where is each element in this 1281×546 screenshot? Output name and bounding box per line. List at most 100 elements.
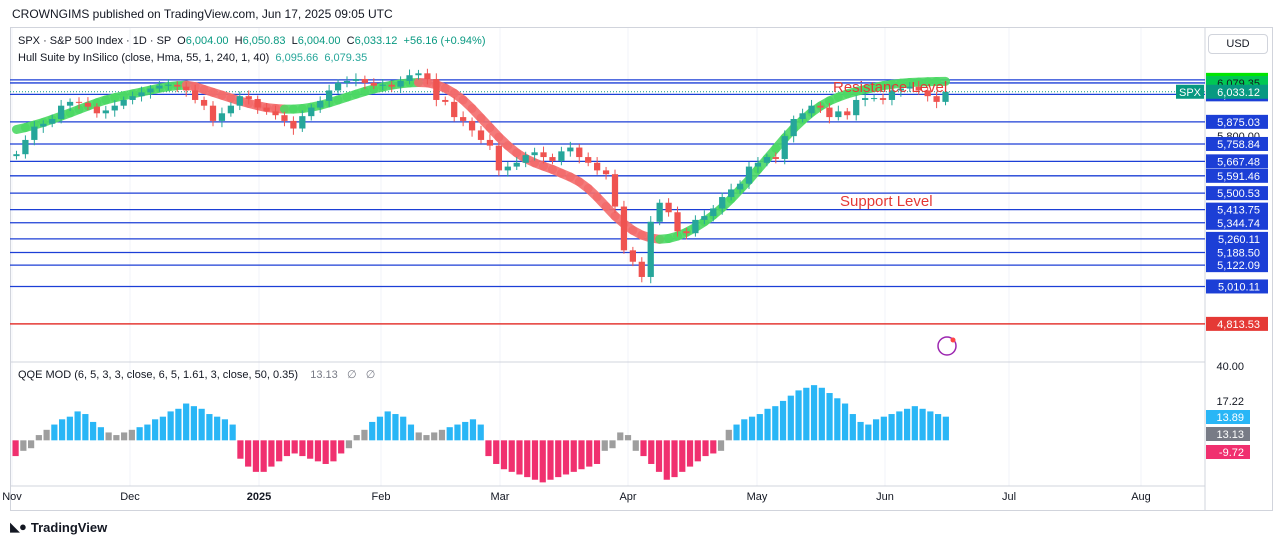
resistance-annotation: Resistance Level <box>833 79 947 96</box>
candle-body <box>254 99 261 108</box>
tradingview-logo: ◣● TradingView <box>10 519 107 535</box>
candle-body <box>558 151 565 161</box>
qqe-bar <box>431 432 438 441</box>
level-price-label: 5,260.11 <box>1218 234 1260 246</box>
candle-body <box>433 79 440 100</box>
qqe-bar <box>20 440 27 451</box>
qqe-bar <box>531 440 539 480</box>
candle-body <box>674 212 681 232</box>
candle-body <box>897 88 904 91</box>
qqe-bar <box>299 440 306 457</box>
candle-body <box>138 92 145 97</box>
qqe-bar <box>772 406 779 441</box>
qqe-bar <box>260 440 267 472</box>
qqe-bar <box>252 440 260 472</box>
qqe-bar <box>942 416 949 441</box>
qqe-bar <box>547 440 554 480</box>
qqe-bar <box>144 424 151 441</box>
high-value: 6,050.83 <box>242 35 286 47</box>
candle-body <box>906 86 913 89</box>
level-price-label-bg <box>1206 136 1268 151</box>
candle-body <box>594 162 601 171</box>
qqe-bar <box>407 424 415 441</box>
qqe-bar <box>438 429 446 441</box>
candle-body <box>442 99 449 102</box>
qqe-bar <box>283 440 291 457</box>
qqe-bar <box>508 440 515 472</box>
level-price-label-bg <box>1206 154 1268 169</box>
support-annotation: Support Level <box>840 193 933 210</box>
candle-body <box>406 75 413 81</box>
qqe-bar <box>593 440 601 464</box>
candle-body <box>647 221 654 277</box>
level-price-label: 5,010.11 <box>1218 281 1260 293</box>
candle-body <box>531 152 538 156</box>
candle-body <box>513 162 520 167</box>
qqe-bar <box>632 440 639 451</box>
currency-button[interactable]: USD <box>1208 34 1268 54</box>
qqe-bar <box>446 427 453 441</box>
time-tick-label: Aug <box>1131 491 1151 503</box>
qqe-bar <box>121 432 128 441</box>
main-legend[interactable]: SPX · S&P 500 Index · 1D · SP O6,004.00 … <box>18 35 486 47</box>
qqe-bar <box>415 432 422 441</box>
qqe-bar <box>136 427 143 441</box>
candle-body <box>388 84 395 87</box>
level-price-label-bg <box>1206 215 1268 230</box>
qqe-bar <box>857 421 864 441</box>
chart-frame[interactable] <box>10 27 1273 511</box>
qqe-bar <box>82 414 89 441</box>
candle-body <box>22 139 29 155</box>
level-price-label-bg <box>1206 258 1268 273</box>
candle-body <box>111 105 118 111</box>
tradingview-logo-icon: ◣● <box>10 519 27 534</box>
qqe-bar <box>90 421 97 441</box>
publish-line: CROWNGIMS published on TradingView.com, … <box>12 7 393 21</box>
candle-body <box>719 197 726 209</box>
qqe-bar <box>276 440 283 462</box>
candle-body <box>576 147 583 158</box>
qqe-bar <box>152 419 159 441</box>
brand-label: TradingView <box>30 519 108 535</box>
qqe-bar <box>454 424 461 441</box>
qqe-bar <box>268 440 275 467</box>
candle-body <box>701 216 708 220</box>
time-axis[interactable]: Nov Dec 2025 Feb Mar Apr May Jun Jul Aug <box>2 491 1151 503</box>
level-price-label-bg <box>1206 186 1268 201</box>
candle-body <box>835 111 842 118</box>
candle-body <box>326 90 333 101</box>
candle-body <box>629 250 636 262</box>
qqe-bar <box>524 440 531 478</box>
qqe-bar <box>810 385 818 441</box>
qqe-bar <box>648 440 655 464</box>
candle-body <box>477 130 485 140</box>
qqe-bar <box>245 440 252 467</box>
qqe-bar <box>671 440 678 478</box>
symbol-tag: SPX <box>1179 87 1202 99</box>
qqe-bar <box>469 419 477 441</box>
hull-legend[interactable]: Hull Suite by InSilico (close, Hma, 55, … <box>18 52 367 64</box>
qqe-bar <box>28 440 35 449</box>
qqe-bar <box>51 424 58 441</box>
grid-lines <box>10 28 1206 510</box>
qqe-bar <box>400 416 407 441</box>
candle-body <box>218 113 226 121</box>
qqe-bar <box>462 421 469 441</box>
level-price-label: 4,813.53 <box>1217 319 1260 331</box>
candle-body <box>102 110 109 114</box>
candle-body <box>567 147 574 152</box>
qqe-bars: 40.00 17.22 13.89 13.13 -9.72 <box>12 361 1250 483</box>
candle-body <box>638 261 645 277</box>
qqe-bar <box>291 440 298 454</box>
candle-body <box>308 107 315 117</box>
candle-body <box>870 98 878 100</box>
time-tick-label: 2025 <box>247 491 271 503</box>
qqe-bar <box>818 387 825 441</box>
qqe-legend[interactable]: QQE MOD (6, 5, 3, 3, close, 6, 5, 1.61, … <box>18 368 375 381</box>
qqe-value: 13.13 <box>310 369 338 381</box>
price-axis[interactable]: 5,800.006,095.666,079.356,019.525,875.03… <box>1176 72 1268 331</box>
qqe-bar <box>113 435 120 441</box>
candle-body <box>772 157 779 159</box>
qqe-bar <box>198 408 205 441</box>
